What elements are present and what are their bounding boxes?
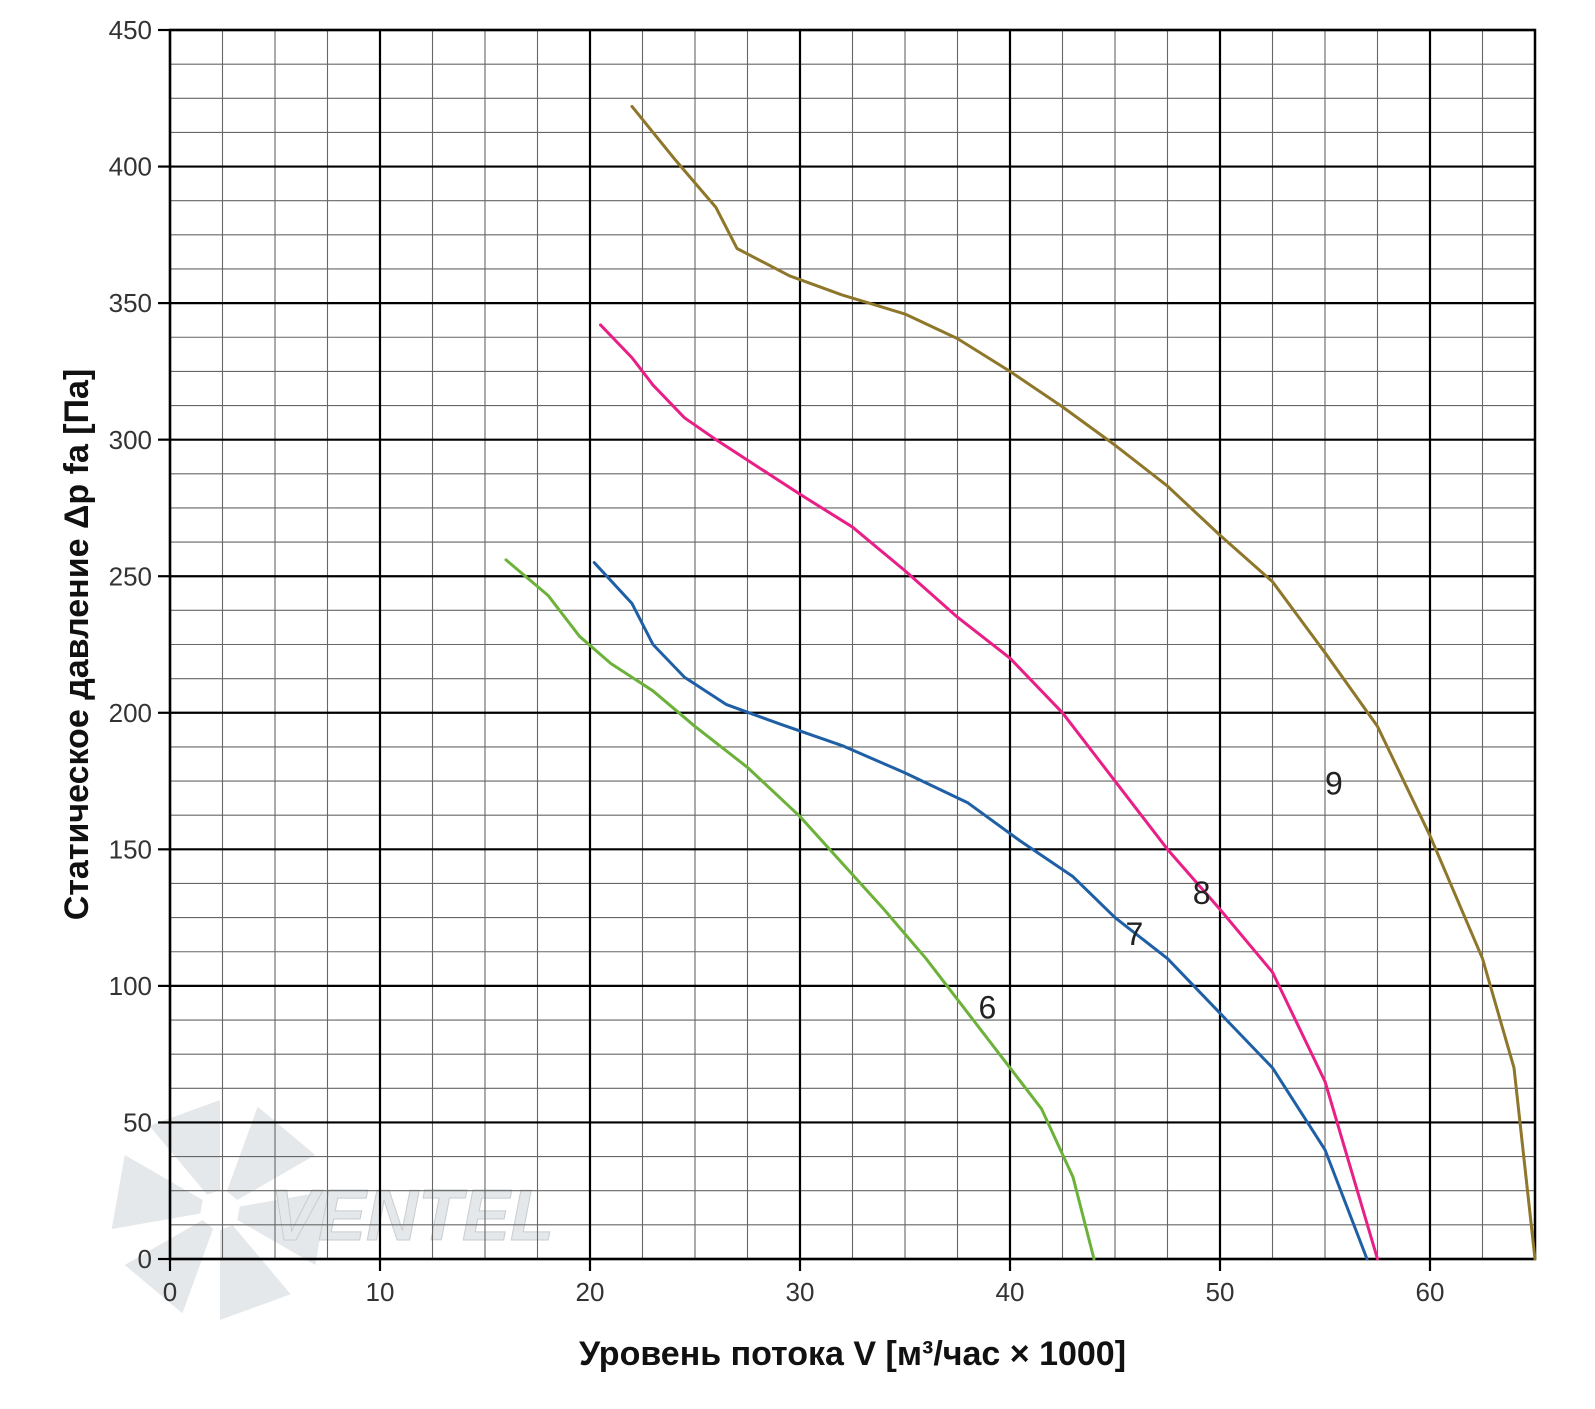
- x-tick-label: 20: [576, 1277, 605, 1307]
- y-tick-label: 350: [109, 288, 152, 318]
- x-tick-label: 10: [366, 1277, 395, 1307]
- y-tick-label: 250: [109, 561, 152, 591]
- fan-curve-chart: VENTEL 0 10 20 30 40 50 60 0 50 100 150 200 250 300 350…: [0, 0, 1595, 1409]
- svg-text:VENTEL: VENTEL: [270, 1176, 554, 1256]
- y-tick-label: 100: [109, 971, 152, 1001]
- y-tick-label: 50: [123, 1108, 152, 1138]
- x-tick-label: 50: [1206, 1277, 1235, 1307]
- y-tick-label: 300: [109, 425, 152, 455]
- curve-label-6: 6: [979, 990, 997, 1026]
- y-tick-label: 150: [109, 834, 152, 864]
- y-tick-label: 450: [109, 15, 152, 45]
- x-tick-label: 0: [163, 1277, 177, 1307]
- x-axis-title: Уровень потока V [м³/час × 1000]: [579, 1335, 1126, 1373]
- x-tick-label: 30: [786, 1277, 815, 1307]
- y-axis-title: Статическое давление Δp fa [Па]: [58, 369, 96, 921]
- y-tick-label: 0: [138, 1244, 152, 1274]
- y-tick-label: 200: [109, 698, 152, 728]
- x-tick-label: 40: [996, 1277, 1025, 1307]
- page: VENTEL 0 10 20 30 40 50 60 0 50 100 150 200 250 300 350…: [0, 0, 1595, 1409]
- curve-label-9: 9: [1325, 766, 1343, 802]
- x-tick-label: 60: [1416, 1277, 1445, 1307]
- y-tick-label: 400: [109, 152, 152, 182]
- curve-label-8: 8: [1193, 875, 1211, 911]
- curve-label-7: 7: [1126, 916, 1144, 952]
